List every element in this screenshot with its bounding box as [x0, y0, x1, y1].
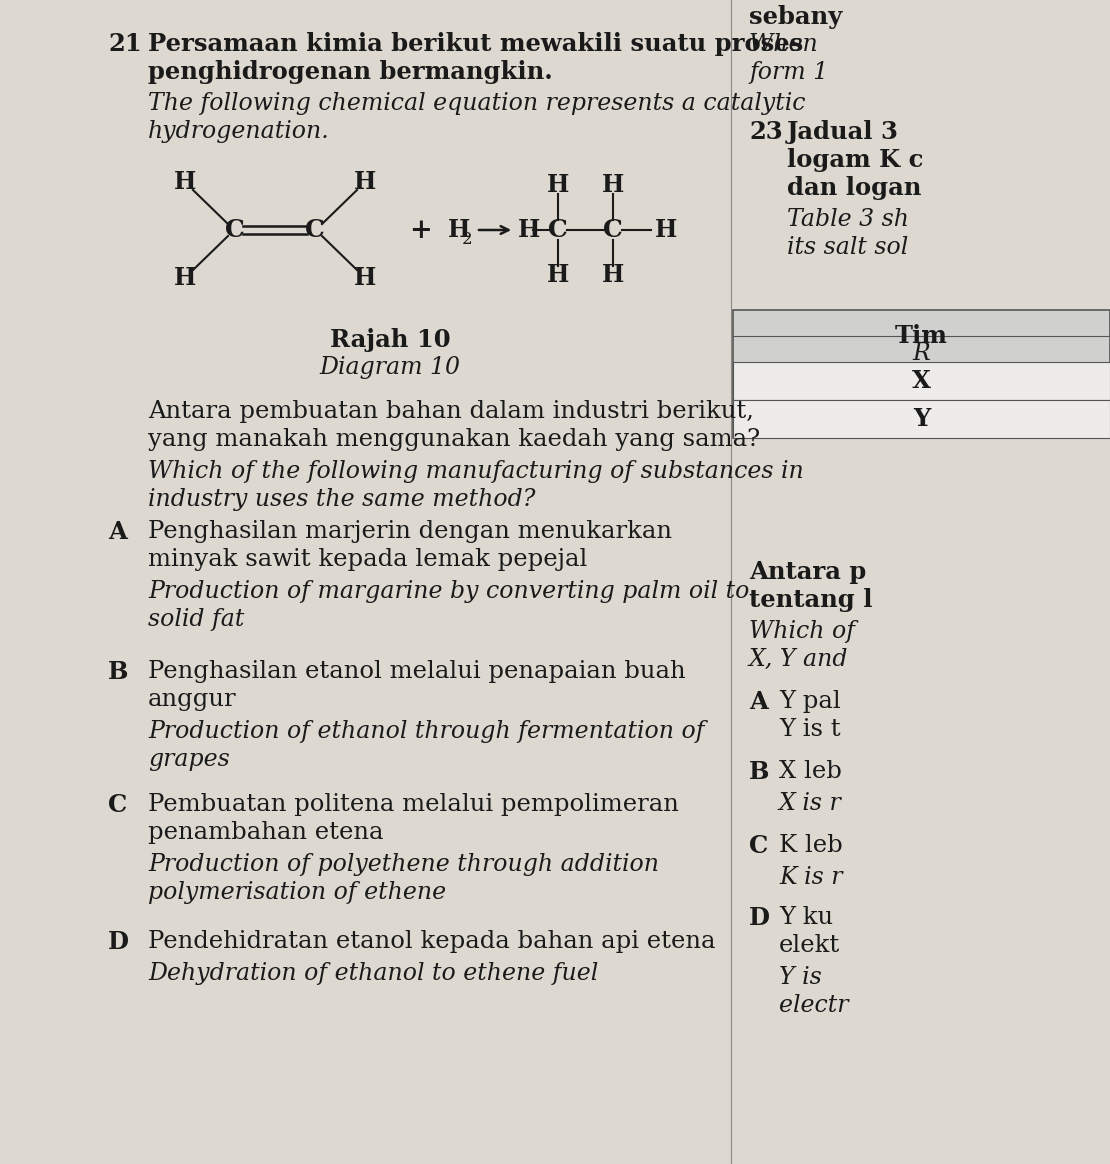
Text: H: H — [354, 170, 376, 194]
Text: dan logan: dan logan — [787, 176, 921, 200]
Text: C: C — [225, 218, 245, 242]
Text: 21: 21 — [108, 31, 142, 56]
Text: B: B — [749, 760, 769, 785]
Text: B: B — [108, 660, 129, 684]
Text: C: C — [108, 793, 128, 817]
Text: H: H — [354, 267, 376, 290]
Text: The following chemical equation represents a catalytic: The following chemical equation represen… — [148, 92, 806, 115]
Text: R: R — [912, 342, 930, 365]
Text: H: H — [174, 267, 196, 290]
Text: Persamaan kimia berikut mewakili suatu proses: Persamaan kimia berikut mewakili suatu p… — [148, 31, 804, 56]
Text: penambahan etena: penambahan etena — [148, 821, 383, 844]
Text: When: When — [749, 33, 825, 56]
Text: Diagram 10: Diagram 10 — [320, 356, 461, 379]
Text: Tim: Tim — [895, 324, 948, 348]
Text: polymerisation of ethene: polymerisation of ethene — [148, 881, 446, 904]
Text: H: H — [547, 173, 569, 197]
Text: penghidrogenan bermangkin.: penghidrogenan bermangkin. — [148, 61, 553, 84]
Text: its salt sol: its salt sol — [787, 236, 908, 260]
Text: Antara pembuatan bahan dalam industri berikut,: Antara pembuatan bahan dalam industri be… — [148, 400, 754, 423]
Text: A: A — [108, 520, 127, 544]
Text: logam K c: logam K c — [787, 148, 924, 172]
Text: electr: electr — [779, 994, 848, 1017]
Text: Rajah 10: Rajah 10 — [330, 328, 451, 352]
Text: H: H — [602, 173, 624, 197]
Text: D: D — [749, 906, 770, 930]
Bar — [733, 400, 1110, 438]
Text: X: X — [912, 369, 931, 393]
Bar — [733, 310, 1110, 438]
Text: Antara p: Antara p — [749, 560, 866, 584]
Text: Production of ethanol through fermentation of: Production of ethanol through fermentati… — [148, 721, 705, 743]
Text: C: C — [749, 833, 768, 858]
Text: Y is: Y is — [779, 966, 821, 989]
Text: Which of the following manufacturing of substances in: Which of the following manufacturing of … — [148, 460, 804, 483]
Text: Penghasilan marjerin dengan menukarkan: Penghasilan marjerin dengan menukarkan — [148, 520, 672, 542]
Text: minyak sawit kepada lemak pepejal: minyak sawit kepada lemak pepejal — [148, 548, 587, 572]
Text: sebany: sebany — [749, 5, 842, 29]
Text: D: D — [108, 930, 129, 954]
Text: Dehydration of ethanol to ethene fuel: Dehydration of ethanol to ethene fuel — [148, 961, 598, 985]
Text: +: + — [408, 217, 432, 243]
Bar — [733, 362, 1110, 400]
Text: H: H — [174, 170, 196, 194]
Text: X, Y and: X, Y and — [749, 648, 848, 670]
Text: Which of: Which of — [749, 620, 855, 643]
Text: Production of polyethene through addition: Production of polyethene through additio… — [148, 853, 659, 876]
Text: X leb: X leb — [779, 760, 841, 783]
Text: Table 3 sh: Table 3 sh — [787, 208, 909, 230]
Text: Y is t: Y is t — [779, 718, 840, 741]
Text: H: H — [547, 263, 569, 288]
Text: anggur: anggur — [148, 688, 236, 711]
Text: elekt: elekt — [779, 934, 840, 957]
Text: X is r: X is r — [779, 792, 841, 815]
Text: Pembuatan politena melalui pempolimeran: Pembuatan politena melalui pempolimeran — [148, 793, 679, 816]
Text: H: H — [518, 218, 541, 242]
Text: H: H — [602, 263, 624, 288]
Text: A: A — [749, 690, 768, 714]
Text: Pendehidratan etanol kepada bahan api etena: Pendehidratan etanol kepada bahan api et… — [148, 930, 716, 953]
Text: 2: 2 — [462, 230, 473, 248]
Text: solid fat: solid fat — [148, 608, 244, 631]
Text: form 1: form 1 — [749, 61, 828, 84]
Text: Jadual 3: Jadual 3 — [787, 120, 899, 144]
Text: grapes: grapes — [148, 748, 230, 771]
Text: Y ku: Y ku — [779, 906, 834, 929]
Text: Penghasilan etanol melalui penapaian buah: Penghasilan etanol melalui penapaian bua… — [148, 660, 686, 683]
Text: Y: Y — [912, 407, 930, 431]
Text: C: C — [548, 218, 568, 242]
Text: yang manakah menggunakan kaedah yang sama?: yang manakah menggunakan kaedah yang sam… — [148, 428, 760, 450]
Text: K leb: K leb — [779, 833, 842, 857]
Text: Production of margarine by converting palm oil to: Production of margarine by converting pa… — [148, 580, 749, 603]
Text: C: C — [305, 218, 325, 242]
Text: 23: 23 — [749, 120, 783, 144]
Text: Y pal: Y pal — [779, 690, 840, 714]
Bar — [733, 386, 1110, 438]
Text: H: H — [448, 218, 471, 242]
Text: industry uses the same method?: industry uses the same method? — [148, 488, 535, 511]
Text: C: C — [603, 218, 623, 242]
Text: hydrogenation.: hydrogenation. — [148, 120, 330, 143]
Text: K is r: K is r — [779, 866, 842, 889]
Text: tentang l: tentang l — [749, 588, 872, 612]
Text: H: H — [655, 218, 677, 242]
